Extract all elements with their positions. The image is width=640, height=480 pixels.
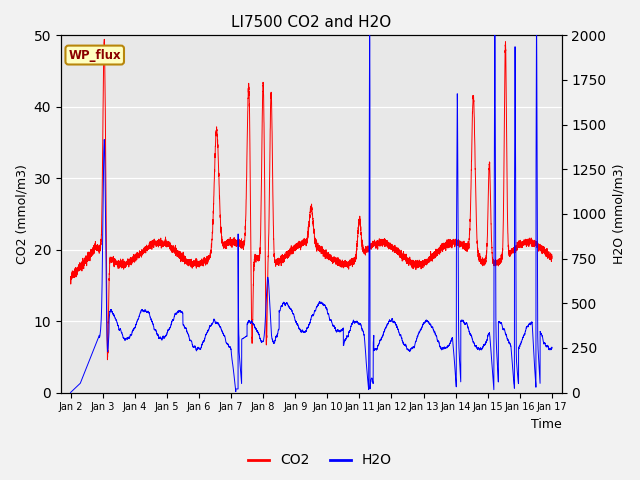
X-axis label: Time: Time	[531, 418, 562, 431]
Legend: CO2, H2O: CO2, H2O	[243, 448, 397, 473]
Y-axis label: CO2 (mmol/m3): CO2 (mmol/m3)	[15, 164, 28, 264]
Y-axis label: H2O (mmol/m3): H2O (mmol/m3)	[612, 164, 625, 264]
Text: WP_flux: WP_flux	[68, 48, 121, 61]
Title: LI7500 CO2 and H2O: LI7500 CO2 and H2O	[231, 15, 392, 30]
